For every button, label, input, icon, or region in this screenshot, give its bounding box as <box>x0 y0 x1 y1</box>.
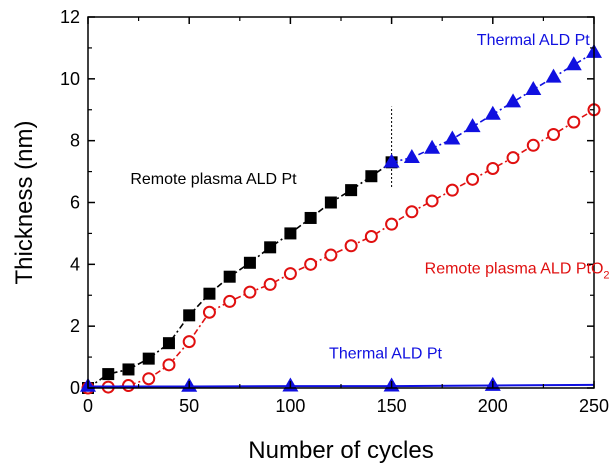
y-tick-label: 10 <box>60 69 80 89</box>
data-point <box>405 205 419 219</box>
annotation-label: Remote plasma ALD Pt <box>130 171 297 188</box>
y-tick-label: 2 <box>70 316 80 336</box>
data-point <box>102 368 115 381</box>
data-point <box>486 161 500 175</box>
x-tick-label: 250 <box>579 396 609 416</box>
y-tick-label: 12 <box>60 7 80 27</box>
data-point <box>383 153 400 168</box>
data-point <box>344 239 358 253</box>
data-point <box>324 196 337 209</box>
x-tick-label: 200 <box>478 396 508 416</box>
data-point <box>425 194 439 208</box>
data-point <box>464 118 481 133</box>
data-point <box>445 183 459 197</box>
data-point <box>466 172 480 186</box>
data-layer <box>80 43 602 395</box>
data-point <box>506 151 520 165</box>
data-point <box>403 148 420 163</box>
data-point <box>264 241 277 254</box>
data-point <box>547 127 561 141</box>
data-point <box>304 211 317 224</box>
data-point <box>505 93 522 108</box>
data-point <box>324 248 338 262</box>
data-point <box>304 257 318 271</box>
ticks-layer: 0 50 100 150 200 250 0 2 4 6 8 10 12 <box>60 7 609 416</box>
data-point <box>444 130 461 145</box>
data-point <box>565 56 582 71</box>
data-point <box>162 358 176 372</box>
y-axis-title: Thickness (nm) <box>11 120 38 284</box>
data-point <box>122 363 135 376</box>
series-remote_pto2 <box>81 103 601 395</box>
data-point <box>385 217 399 231</box>
axes-layer <box>87 16 595 389</box>
data-point <box>243 285 257 299</box>
data-point <box>142 372 156 386</box>
y-tick-label: 4 <box>70 254 80 274</box>
data-point <box>263 277 277 291</box>
series-thermal_pt <box>80 376 595 392</box>
data-point <box>142 352 155 365</box>
series-remote_pt <box>82 156 398 394</box>
data-point <box>182 335 196 349</box>
data-point <box>364 230 378 244</box>
series-line <box>87 161 393 389</box>
x-tick-label: 150 <box>377 396 407 416</box>
data-point <box>424 139 441 154</box>
annotations-layer: Thermal ALD Pt Remote plasma ALD Pt Remote… <box>130 32 609 363</box>
data-point <box>526 138 540 152</box>
data-point <box>284 227 297 240</box>
annotation-label: Thermal ALD Pt <box>477 32 590 49</box>
data-point <box>162 337 175 350</box>
data-point <box>525 80 542 95</box>
data-point <box>484 105 501 120</box>
x-tick-label: 100 <box>275 396 305 416</box>
y-tick-label: 6 <box>70 193 80 213</box>
data-point <box>183 309 196 322</box>
y-tick-label: 8 <box>70 131 80 151</box>
x-tick-label: 50 <box>179 396 199 416</box>
data-point <box>203 287 216 300</box>
data-point <box>283 267 297 281</box>
annotation-label: Thermal ALD Pt <box>329 346 442 363</box>
data-point <box>223 294 237 308</box>
series-thermal_pt_cont <box>383 43 602 168</box>
annotation-label: Remote plasma ALD PtO2 <box>425 261 610 282</box>
data-point <box>345 184 358 197</box>
data-point <box>545 68 562 83</box>
data-point <box>243 256 256 269</box>
data-point <box>223 270 236 283</box>
x-axis-title: Number of cycles <box>248 437 433 464</box>
data-point <box>365 170 378 183</box>
data-point <box>567 115 581 129</box>
y-tick-label: 0 <box>70 378 80 398</box>
data-point <box>202 305 216 319</box>
x-tick-label: 0 <box>83 396 93 416</box>
plot-frame <box>87 16 595 389</box>
